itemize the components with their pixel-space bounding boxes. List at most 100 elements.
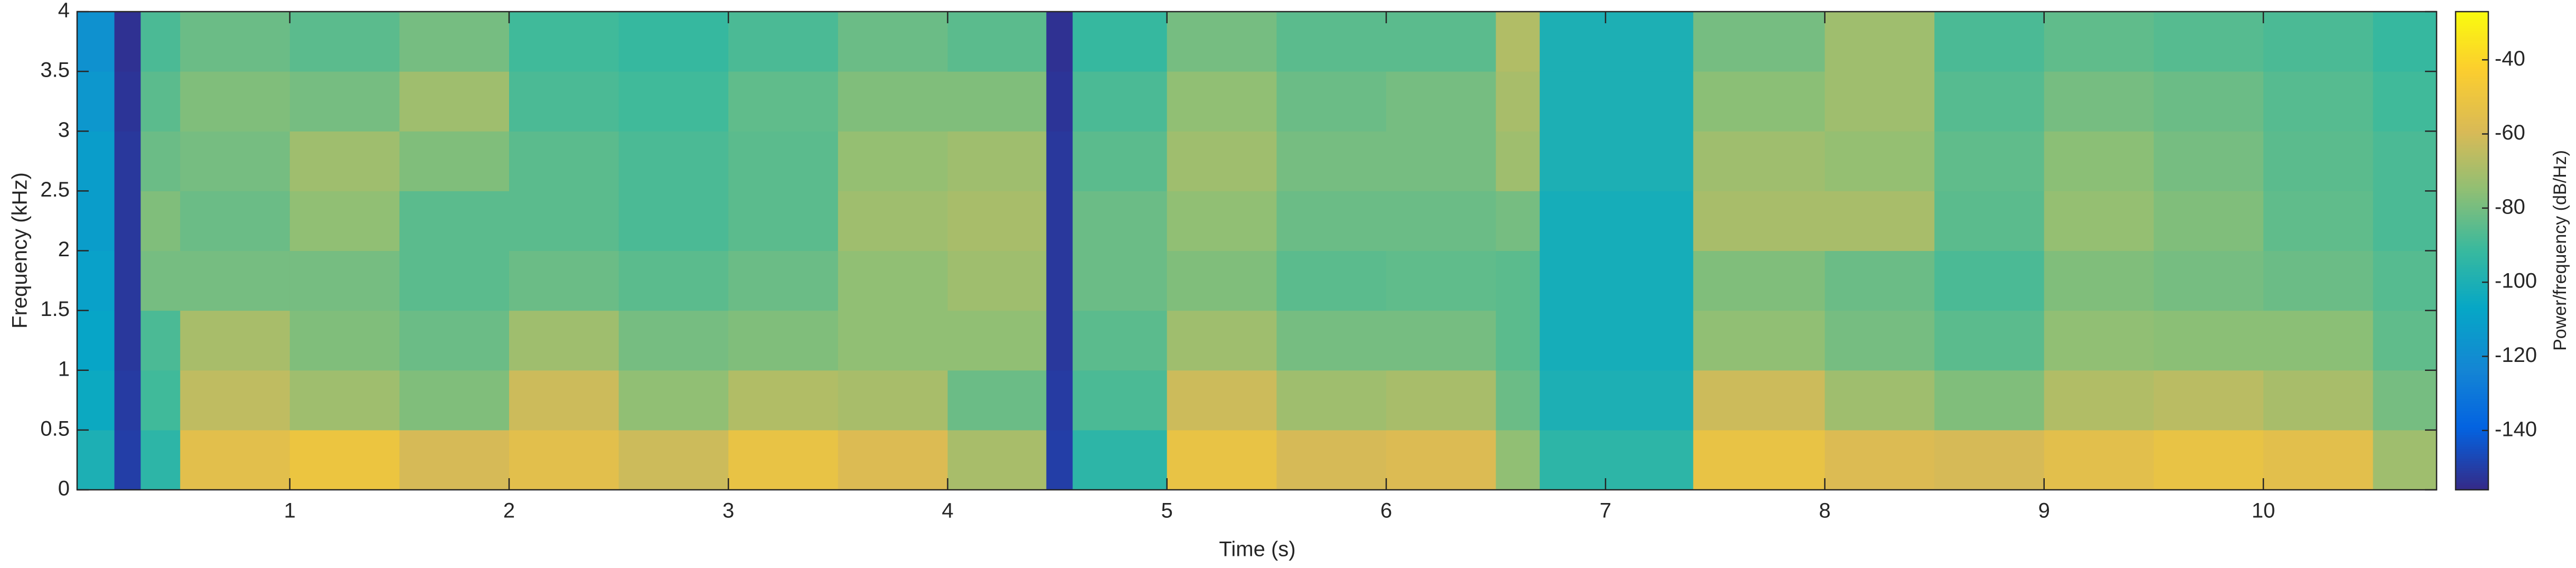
x-tick-label: 1 (284, 499, 296, 523)
spectrogram-cell (1276, 71, 1387, 132)
colorbar-segment (2456, 47, 2488, 51)
spectrogram-cell (2044, 131, 2154, 191)
spectrogram-cell (77, 71, 115, 132)
spectrogram-cell (114, 430, 141, 490)
colorbar-segment (2456, 468, 2488, 471)
colorbar-segment (2456, 169, 2488, 173)
spectrogram-cell (1073, 310, 1168, 371)
spectrogram-cell (77, 250, 115, 311)
spectrogram-cell (2263, 12, 2374, 72)
spectrogram-cell (728, 310, 839, 371)
spectrogram-cell (2044, 12, 2154, 72)
colorbar-segment (2456, 136, 2488, 139)
spectrogram-cell (1825, 12, 1935, 72)
colorbar-segment (2456, 71, 2488, 75)
colorbar-segment (2456, 392, 2488, 395)
colorbar-segment (2456, 408, 2488, 412)
x-tick-label: 6 (1380, 499, 1392, 523)
colorbar-segment (2456, 222, 2488, 225)
spectrogram-cell (618, 131, 729, 191)
colorbar-segment (2456, 394, 2488, 397)
colorbar-segment (2456, 215, 2488, 218)
colorbar-segment (2456, 343, 2488, 347)
spectrogram-cell (1539, 310, 1694, 371)
colorbar-segment (2456, 229, 2488, 232)
spectrogram-cell (140, 71, 181, 132)
spectrogram-cell (1539, 12, 1694, 72)
colorbar-segment (2456, 373, 2488, 376)
spectrogram-cell (114, 250, 141, 311)
spectrogram-cell (1825, 191, 1935, 251)
colorbar-segment (2456, 16, 2488, 20)
spectrogram-cell (1825, 310, 1935, 371)
spectrogram-cell (947, 250, 1047, 311)
colorbar-segment (2456, 439, 2488, 443)
colorbar-segment (2456, 198, 2488, 201)
spectrogram-cell (1693, 131, 1825, 191)
spectrogram-cell (180, 71, 290, 132)
colorbar-segment (2456, 434, 2488, 438)
colorbar-segment (2456, 358, 2488, 361)
spectrogram-cell (399, 12, 510, 72)
colorbar-segment (2456, 444, 2488, 448)
spectrogram-cell (2373, 12, 2437, 72)
colorbar-segment (2456, 401, 2488, 405)
x-tick-label: 5 (1161, 499, 1173, 523)
spectrogram-cell (1496, 370, 1540, 431)
colorbar-segment (2456, 463, 2488, 467)
colorbar-segment (2456, 109, 2488, 113)
colorbar-segment (2456, 105, 2488, 108)
colorbar-segment (2456, 124, 2488, 127)
spectrogram-cell (509, 191, 619, 251)
spectrogram-cell (1073, 71, 1168, 132)
colorbar-segment (2456, 305, 2488, 309)
spectrogram-cell (2373, 430, 2437, 490)
colorbar-segment (2456, 272, 2488, 275)
spectrogram-cell (2044, 310, 2154, 371)
colorbar-tick-label: -140 (2495, 417, 2537, 441)
colorbar-segment (2456, 415, 2488, 419)
colorbar-segment (2456, 107, 2488, 110)
spectrogram-cell (180, 131, 290, 191)
spectrogram-cell (1693, 191, 1825, 251)
colorbar-segment (2456, 353, 2488, 357)
colorbar-segment (2456, 301, 2488, 304)
spectrogram-cell (77, 131, 115, 191)
spectrogram-cell (180, 12, 290, 72)
spectrogram-cell (1046, 250, 1073, 311)
colorbar-segment (2456, 210, 2488, 213)
spectrogram-cell (728, 191, 839, 251)
colorbar-segment (2456, 377, 2488, 380)
colorbar-segment (2456, 327, 2488, 330)
colorbar-segment (2456, 418, 2488, 421)
x-tick-label: 3 (722, 499, 734, 523)
colorbar-segment (2456, 186, 2488, 189)
spectrogram-cell (399, 430, 510, 490)
colorbar-segment (2456, 274, 2488, 278)
colorbar-segment (2456, 260, 2488, 264)
spectrogram-cell (1046, 131, 1073, 191)
colorbar-segment (2456, 195, 2488, 199)
colorbar-segment (2456, 128, 2488, 132)
spectrogram-cell (1276, 370, 1387, 431)
spectrogram-cell (114, 131, 141, 191)
spectrogram-cell (1825, 250, 1935, 311)
colorbar-segment (2456, 100, 2488, 103)
y-tick-label: 3.5 (40, 59, 70, 82)
colorbar-segment (2456, 420, 2488, 424)
colorbar-segment (2456, 334, 2488, 338)
colorbar-segment (2456, 341, 2488, 344)
colorbar-segment (2456, 200, 2488, 203)
spectrogram-cell (509, 370, 619, 431)
spectrogram-cell (1693, 430, 1825, 490)
spectrogram-cell (399, 191, 510, 251)
colorbar-segment (2456, 183, 2488, 187)
spectrogram-cell (140, 131, 181, 191)
colorbar-segment (2456, 279, 2488, 283)
spectrogram-cell (1934, 71, 2045, 132)
spectrogram-cell (2154, 131, 2264, 191)
colorbar-segment (2456, 164, 2488, 168)
colorbar-segment (2456, 427, 2488, 431)
colorbar-segment (2456, 217, 2488, 220)
spectrogram-cell (2154, 12, 2264, 72)
